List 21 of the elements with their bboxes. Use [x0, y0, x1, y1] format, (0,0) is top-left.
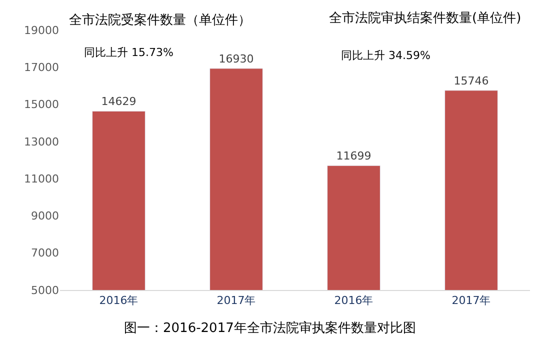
- data-label: 15746: [454, 74, 489, 88]
- y-tick-label: 17000: [24, 60, 59, 74]
- y-tick-label: 19000: [24, 24, 59, 37]
- x-tick-label: 2017年: [452, 294, 491, 308]
- data-label: 14629: [101, 95, 136, 108]
- text: 全市法院审执结案件数量(单位件): [329, 10, 522, 26]
- annotation: 同比上升 15.73%: [84, 46, 174, 59]
- text: 图一：2016-2017年全市法院审执案件数量对比图: [124, 320, 416, 336]
- y-tick-label: 15000: [24, 98, 59, 112]
- x-tick-label: 2017年: [216, 294, 256, 308]
- text: 全市法院受案件数量（单位件）: [69, 12, 251, 28]
- y-tick-label: 13000: [24, 135, 59, 148]
- x-tick-label: 2016年: [334, 294, 374, 308]
- y-tick-label: 7000: [31, 246, 59, 260]
- x-tick-label: 2016年: [99, 294, 138, 308]
- data-label: 11699: [336, 150, 372, 163]
- y-tick-label: 11000: [24, 172, 59, 186]
- y-tick-label: 9000: [31, 210, 59, 223]
- data-label: 16930: [218, 52, 254, 66]
- annotation: 同比上升 34.59%: [341, 49, 430, 62]
- y-tick-label: 5000: [31, 284, 59, 297]
